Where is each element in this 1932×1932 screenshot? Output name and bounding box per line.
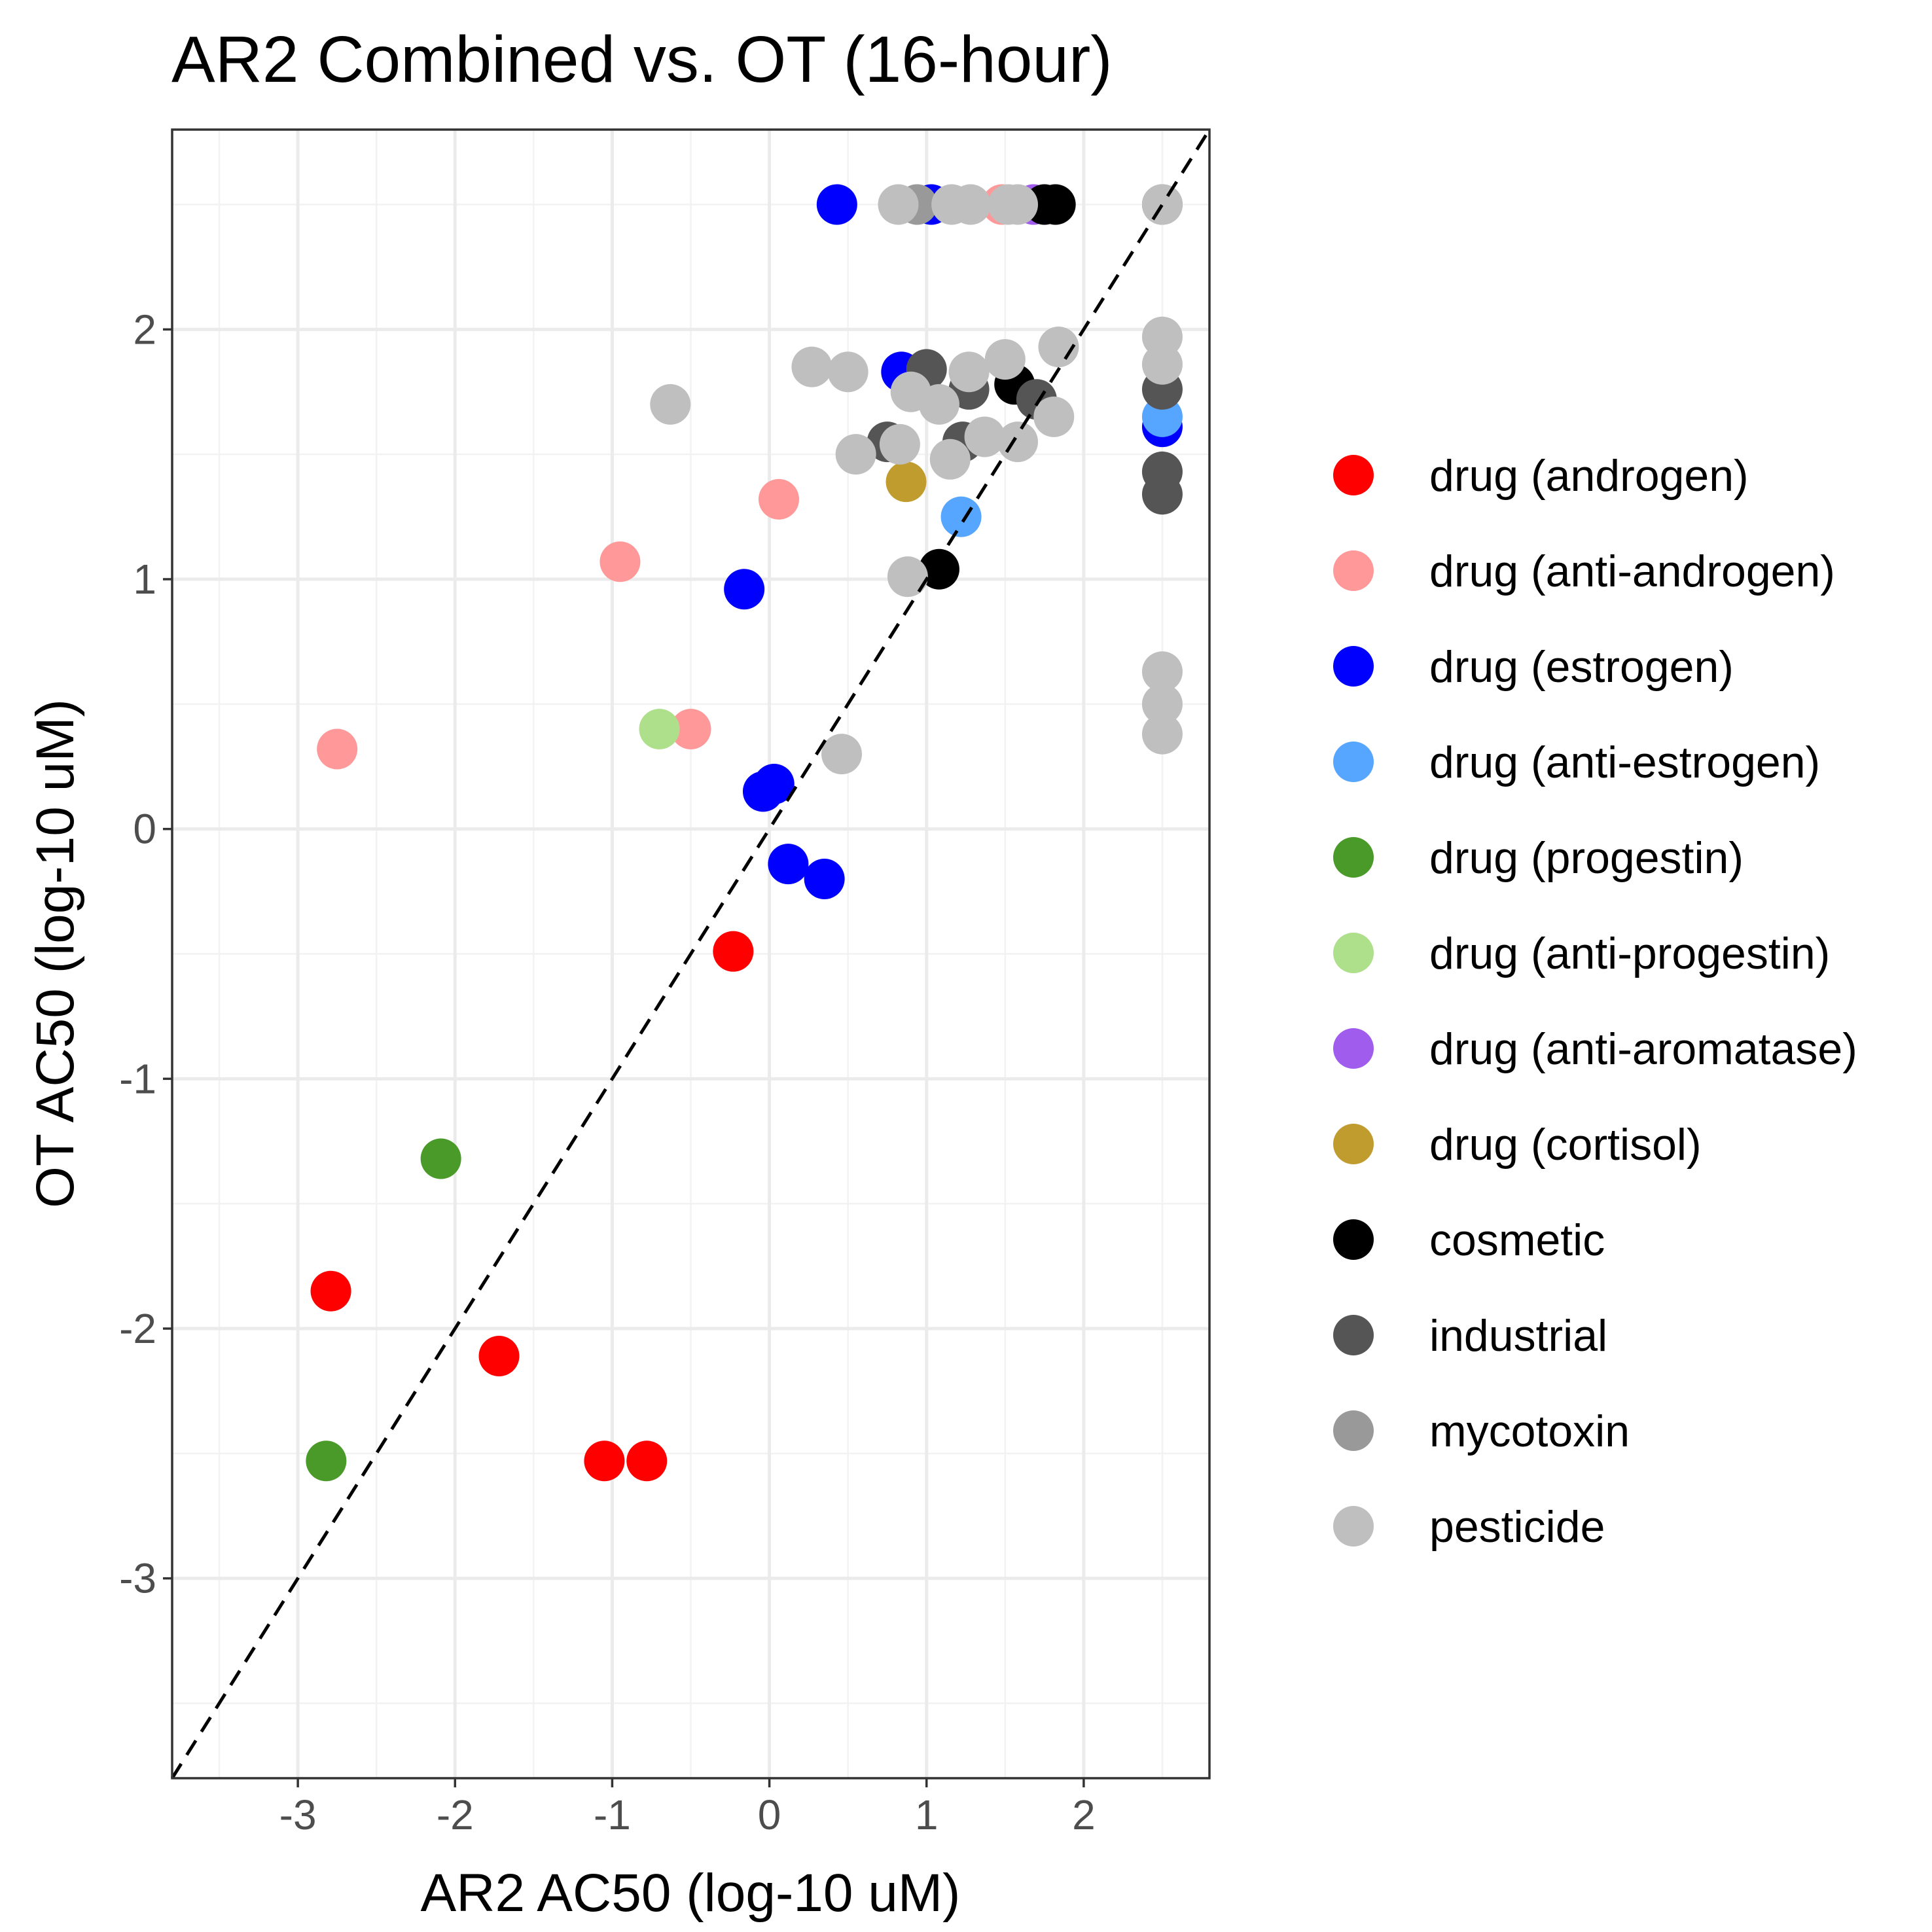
data-point — [948, 351, 990, 393]
plot-area — [170, 128, 1211, 1780]
data-point — [940, 496, 982, 537]
data-point — [984, 339, 1026, 380]
x-tick-label: 2 — [1072, 1791, 1096, 1838]
legend-label: drug (anti-androgen) — [1429, 546, 1835, 596]
data-point — [791, 346, 832, 387]
grid-major — [172, 130, 1209, 1778]
data-point — [724, 569, 765, 610]
chart-title: AR2 Combined vs. OT (16-hour) — [171, 23, 1113, 96]
legend-key — [1333, 1219, 1374, 1260]
data-point — [997, 421, 1039, 463]
x-tick-label: 0 — [758, 1791, 781, 1838]
data-point — [1141, 184, 1183, 225]
y-axis-title: OT AC50 (log-10 uM) — [26, 699, 85, 1208]
legend-key — [1333, 1410, 1374, 1451]
y-tick-label: -2 — [119, 1305, 156, 1352]
legend-label: cosmetic — [1429, 1215, 1605, 1265]
data-point — [317, 728, 358, 770]
legend-key — [1333, 1506, 1374, 1547]
data-points — [306, 184, 1183, 1482]
data-point — [816, 184, 857, 225]
data-point — [918, 548, 959, 590]
data-point — [879, 423, 920, 465]
data-point — [306, 1440, 347, 1482]
legend-key — [1333, 933, 1374, 973]
data-point — [997, 184, 1039, 225]
legend-label: drug (androgen) — [1429, 451, 1749, 501]
data-point — [1141, 474, 1183, 515]
data-point — [599, 541, 641, 582]
legend-key — [1333, 837, 1374, 878]
data-point — [768, 844, 809, 885]
legend-key — [1333, 1028, 1374, 1069]
legend-label: drug (cortisol) — [1429, 1120, 1702, 1170]
y-tick-label: 1 — [133, 556, 156, 603]
data-point — [821, 734, 863, 775]
y-tick-label: -1 — [119, 1055, 156, 1102]
legend-label: drug (anti-estrogen) — [1429, 738, 1820, 787]
data-point — [1141, 713, 1183, 755]
data-point — [310, 1270, 351, 1312]
legend-key — [1333, 550, 1374, 591]
legend-label: drug (anti-aromatase) — [1429, 1024, 1857, 1074]
y-tick-label: -3 — [119, 1555, 156, 1602]
legend: drug (androgen) drug (anti-androgen) drug … — [1333, 451, 1857, 1552]
data-point — [950, 184, 991, 225]
data-point — [584, 1440, 625, 1482]
data-point — [670, 709, 711, 749]
legend-label: drug (anti-progestin) — [1429, 929, 1830, 978]
x-tick-label: 1 — [915, 1791, 939, 1838]
data-point — [1141, 683, 1183, 724]
x-axis-ticks: -3 -2 -1 0 1 2 — [279, 1778, 1096, 1838]
data-point — [964, 416, 1005, 457]
data-point — [713, 931, 754, 972]
data-point — [885, 461, 927, 503]
data-point — [878, 184, 919, 225]
legend-key — [1333, 455, 1374, 495]
data-point — [1035, 184, 1076, 225]
data-point — [639, 709, 680, 749]
x-axis-title: AR2 AC50 (log-10 uM) — [421, 1863, 961, 1923]
data-point — [420, 1138, 461, 1179]
legend-label: drug (estrogen) — [1429, 642, 1734, 692]
data-point — [478, 1335, 520, 1376]
legend-label: drug (progestin) — [1429, 833, 1744, 883]
legend-key — [1333, 742, 1374, 782]
data-point — [758, 478, 799, 520]
data-point — [753, 763, 795, 804]
data-point — [827, 351, 868, 393]
y-tick-label: 2 — [133, 306, 156, 353]
data-point — [1141, 344, 1183, 385]
identity-reference-line — [170, 128, 1211, 1780]
data-point — [804, 859, 845, 899]
legend-label: mycotoxin — [1429, 1406, 1630, 1456]
legend-key — [1333, 1124, 1374, 1164]
y-axis-ticks: -3 -2 -1 0 1 2 — [119, 306, 172, 1602]
y-tick-label: 0 — [133, 806, 156, 853]
data-point — [650, 384, 691, 425]
data-point — [1038, 327, 1079, 368]
x-tick-label: -1 — [594, 1791, 631, 1838]
legend-key — [1333, 646, 1374, 687]
data-point — [1141, 651, 1183, 692]
legend-label: industrial — [1429, 1311, 1607, 1361]
data-point — [887, 556, 928, 598]
legend-label: pesticide — [1429, 1502, 1605, 1552]
data-point — [918, 384, 959, 425]
data-point — [1033, 396, 1075, 437]
data-point — [626, 1440, 668, 1482]
x-tick-label: -2 — [437, 1791, 474, 1838]
data-point — [929, 438, 971, 480]
data-point — [835, 434, 876, 475]
legend-key — [1333, 1315, 1374, 1355]
panel-border — [171, 128, 1211, 1780]
x-tick-label: -3 — [279, 1791, 317, 1838]
